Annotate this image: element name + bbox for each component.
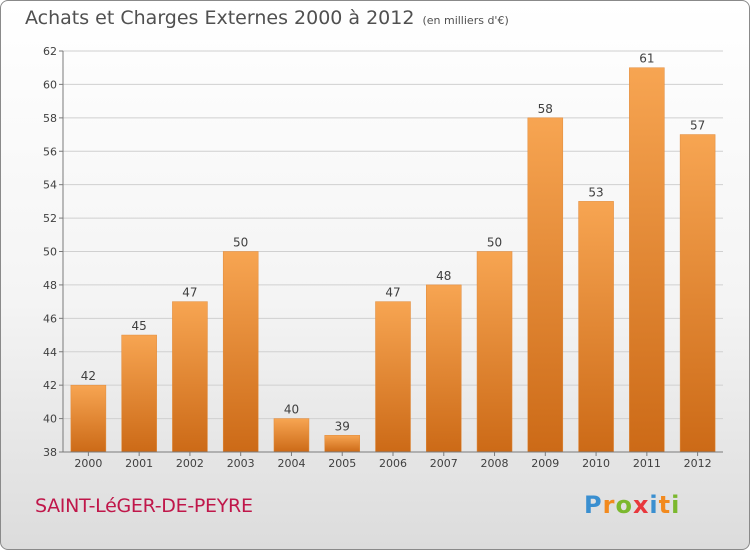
bar-value-label: 42 xyxy=(81,369,96,383)
bar xyxy=(679,134,716,453)
bar xyxy=(324,435,360,453)
y-tick-label: 44 xyxy=(43,346,57,359)
bar-value-label: 50 xyxy=(233,236,248,250)
y-tick-label: 60 xyxy=(43,78,57,91)
chart-unit: (en milliers d'€) xyxy=(422,14,509,27)
bar xyxy=(578,201,614,453)
proxiti-logo: Proxiti xyxy=(584,491,681,519)
commune-name: SAINT-LéGER-DE-PEYRE xyxy=(35,495,253,517)
y-tick-label: 42 xyxy=(43,379,57,392)
bar xyxy=(121,334,157,453)
bar-value-label: 50 xyxy=(487,236,502,250)
chart-title-text: Achats et Charges Externes 2000 à 2012 xyxy=(25,7,415,29)
y-tick-label: 56 xyxy=(43,145,57,158)
y-tick-label: 38 xyxy=(43,446,57,459)
chart-title: Achats et Charges Externes 2000 à 2012 (e… xyxy=(25,7,509,29)
bar-value-label: 53 xyxy=(588,185,603,199)
bar xyxy=(476,251,513,453)
y-tick-label: 58 xyxy=(43,112,57,125)
x-tick-label: 2010 xyxy=(582,457,610,470)
bar-value-label: 45 xyxy=(132,319,147,333)
y-tick-label: 48 xyxy=(43,279,57,292)
bar-value-label: 47 xyxy=(385,286,400,300)
bar xyxy=(172,301,208,453)
x-tick-label: 2006 xyxy=(379,457,407,470)
bar xyxy=(222,251,259,453)
y-tick-label: 40 xyxy=(43,413,57,426)
x-tick-label: 2005 xyxy=(328,457,356,470)
y-tick-label: 62 xyxy=(43,45,57,58)
x-tick-label: 2004 xyxy=(277,457,305,470)
x-tick-label: 2011 xyxy=(633,457,661,470)
x-tick-label: 2009 xyxy=(531,457,559,470)
bar xyxy=(629,67,665,453)
x-tick-label: 2001 xyxy=(125,457,153,470)
bar xyxy=(273,418,310,453)
bar-value-label: 58 xyxy=(538,102,553,116)
bar-value-label: 48 xyxy=(436,269,451,283)
y-tick-label: 54 xyxy=(43,179,57,192)
axes: 38 40 42 44 46 48 50 52 54 56 58 60 62 2000 2001 2002 20… xyxy=(43,45,723,470)
y-tick-label: 46 xyxy=(43,312,57,325)
bar-value-label: 39 xyxy=(335,419,350,433)
bars: 42 45 47 50 40 39 47 48 50 58 53 61 57 xyxy=(70,52,716,453)
x-tick-label: 2012 xyxy=(684,457,712,470)
y-tick-label: 50 xyxy=(43,246,57,259)
bar-value-label: 40 xyxy=(284,403,299,417)
x-tick-label: 2002 xyxy=(176,457,204,470)
x-tick-label: 2007 xyxy=(430,457,458,470)
bar xyxy=(426,284,462,453)
bar-value-label: 61 xyxy=(639,52,654,66)
x-tick-label: 2000 xyxy=(74,457,102,470)
x-tick-label: 2008 xyxy=(481,457,509,470)
bar xyxy=(527,117,564,453)
bar-value-label: 47 xyxy=(182,286,197,300)
bar xyxy=(70,384,107,453)
bar-value-label: 57 xyxy=(690,119,705,133)
x-tick-label: 2003 xyxy=(227,457,255,470)
y-tick-label: 52 xyxy=(43,212,57,225)
bar xyxy=(375,301,411,453)
